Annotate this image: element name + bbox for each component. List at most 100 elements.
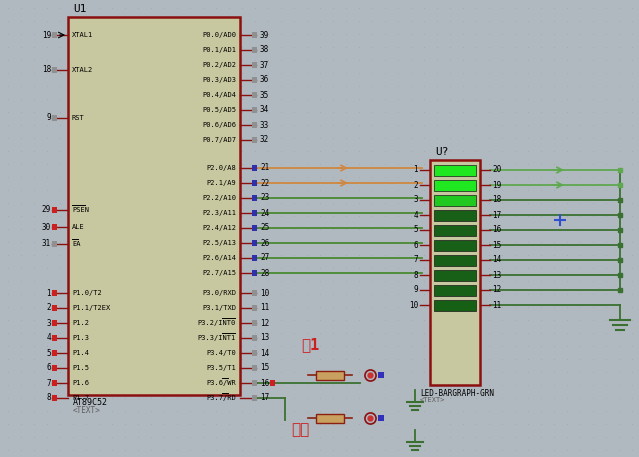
Bar (252, 107, 257, 113)
Text: 加1: 加1 (301, 338, 319, 352)
Text: 31: 31 (42, 239, 51, 249)
Bar (68, 17, 240, 395)
Bar (52, 320, 57, 326)
Text: 30: 30 (42, 223, 51, 232)
Text: 27: 27 (260, 254, 269, 262)
Text: P3.1/TXD: P3.1/TXD (202, 305, 236, 311)
Text: P2.7/A15: P2.7/A15 (202, 270, 236, 276)
Text: 9: 9 (413, 286, 418, 294)
Bar (430, 160, 480, 385)
Text: P3.6/WR: P3.6/WR (206, 380, 236, 386)
Text: P1.7: P1.7 (72, 395, 89, 401)
Bar (52, 380, 57, 386)
Bar (434, 285, 476, 296)
Text: 17: 17 (260, 393, 269, 403)
Text: 5: 5 (47, 349, 51, 357)
Text: 3: 3 (413, 196, 418, 204)
Text: 10: 10 (260, 288, 269, 298)
Bar (252, 77, 257, 83)
Text: 减一: 减一 (291, 423, 309, 437)
Text: 21: 21 (260, 164, 269, 172)
Text: AT89C52: AT89C52 (73, 398, 108, 407)
Text: 34: 34 (260, 106, 269, 115)
Bar (252, 137, 257, 143)
Bar (434, 255, 476, 266)
Bar (434, 270, 476, 281)
Text: P1.5: P1.5 (72, 365, 89, 371)
Bar (52, 395, 57, 401)
Bar (434, 195, 476, 206)
Text: P0.0/AD0: P0.0/AD0 (202, 32, 236, 38)
Bar (52, 241, 57, 247)
Text: 7: 7 (413, 255, 418, 265)
Bar (52, 365, 57, 371)
Bar (252, 240, 257, 246)
Bar (252, 365, 257, 371)
Bar (52, 224, 57, 230)
Text: P2.0/A8: P2.0/A8 (206, 165, 236, 171)
Bar (378, 372, 384, 378)
Bar (52, 305, 57, 311)
Bar (252, 305, 257, 311)
Text: 15: 15 (492, 240, 501, 250)
Text: 5: 5 (413, 225, 418, 234)
Text: 2: 2 (47, 303, 51, 313)
Text: P2.4/A12: P2.4/A12 (202, 225, 236, 231)
Text: 24: 24 (260, 208, 269, 218)
Text: P1.4: P1.4 (72, 350, 89, 356)
Text: P3.7/RD: P3.7/RD (206, 395, 236, 401)
Text: 10: 10 (409, 301, 418, 309)
Text: P1.6: P1.6 (72, 380, 89, 386)
Text: 14: 14 (492, 255, 501, 265)
Text: P0.6/AD6: P0.6/AD6 (202, 122, 236, 128)
Text: 28: 28 (260, 269, 269, 277)
Bar (252, 122, 257, 128)
Text: 23: 23 (260, 193, 269, 202)
Text: P1.3: P1.3 (72, 335, 89, 341)
Text: 4: 4 (413, 211, 418, 219)
Text: 33: 33 (260, 121, 269, 129)
Bar (252, 210, 257, 216)
Text: <TEXT>: <TEXT> (73, 406, 101, 415)
Bar (52, 335, 57, 341)
Bar (252, 62, 257, 68)
Text: XTAL2: XTAL2 (72, 67, 93, 73)
Text: 22: 22 (260, 179, 269, 187)
Bar (252, 92, 257, 98)
Text: P0.1/AD1: P0.1/AD1 (202, 47, 236, 53)
Text: 4: 4 (47, 334, 51, 342)
Text: EA: EA (72, 241, 81, 247)
Text: P2.3/A11: P2.3/A11 (202, 210, 236, 216)
Bar (252, 350, 257, 356)
Text: 36: 36 (260, 75, 269, 85)
Text: P2.5/A13: P2.5/A13 (202, 240, 236, 246)
Text: 8: 8 (47, 393, 51, 403)
Text: 35: 35 (260, 90, 269, 100)
Text: 38: 38 (260, 46, 269, 54)
Text: 1: 1 (47, 288, 51, 298)
Text: U1: U1 (73, 4, 86, 14)
Bar (252, 255, 257, 261)
Text: P0.3/AD3: P0.3/AD3 (202, 77, 236, 83)
Bar (52, 67, 57, 73)
Bar (52, 350, 57, 356)
Bar (52, 32, 57, 38)
Text: ALE: ALE (72, 224, 85, 230)
Text: 11: 11 (492, 301, 501, 309)
Bar (252, 320, 257, 326)
Bar (52, 115, 57, 121)
Bar (252, 290, 257, 296)
Text: P3.2/INT0: P3.2/INT0 (197, 320, 236, 326)
Text: 6: 6 (413, 240, 418, 250)
Text: 25: 25 (260, 223, 269, 233)
Text: 18: 18 (42, 65, 51, 74)
Text: P0.4/AD4: P0.4/AD4 (202, 92, 236, 98)
Bar (316, 371, 344, 380)
Text: P3.5/T1: P3.5/T1 (206, 365, 236, 371)
Text: 7: 7 (47, 378, 51, 388)
Bar (434, 225, 476, 236)
Text: P1.1/T2EX: P1.1/T2EX (72, 305, 111, 311)
Text: P0.5/AD5: P0.5/AD5 (202, 107, 236, 113)
Bar (52, 207, 57, 213)
Text: 39: 39 (260, 31, 269, 39)
